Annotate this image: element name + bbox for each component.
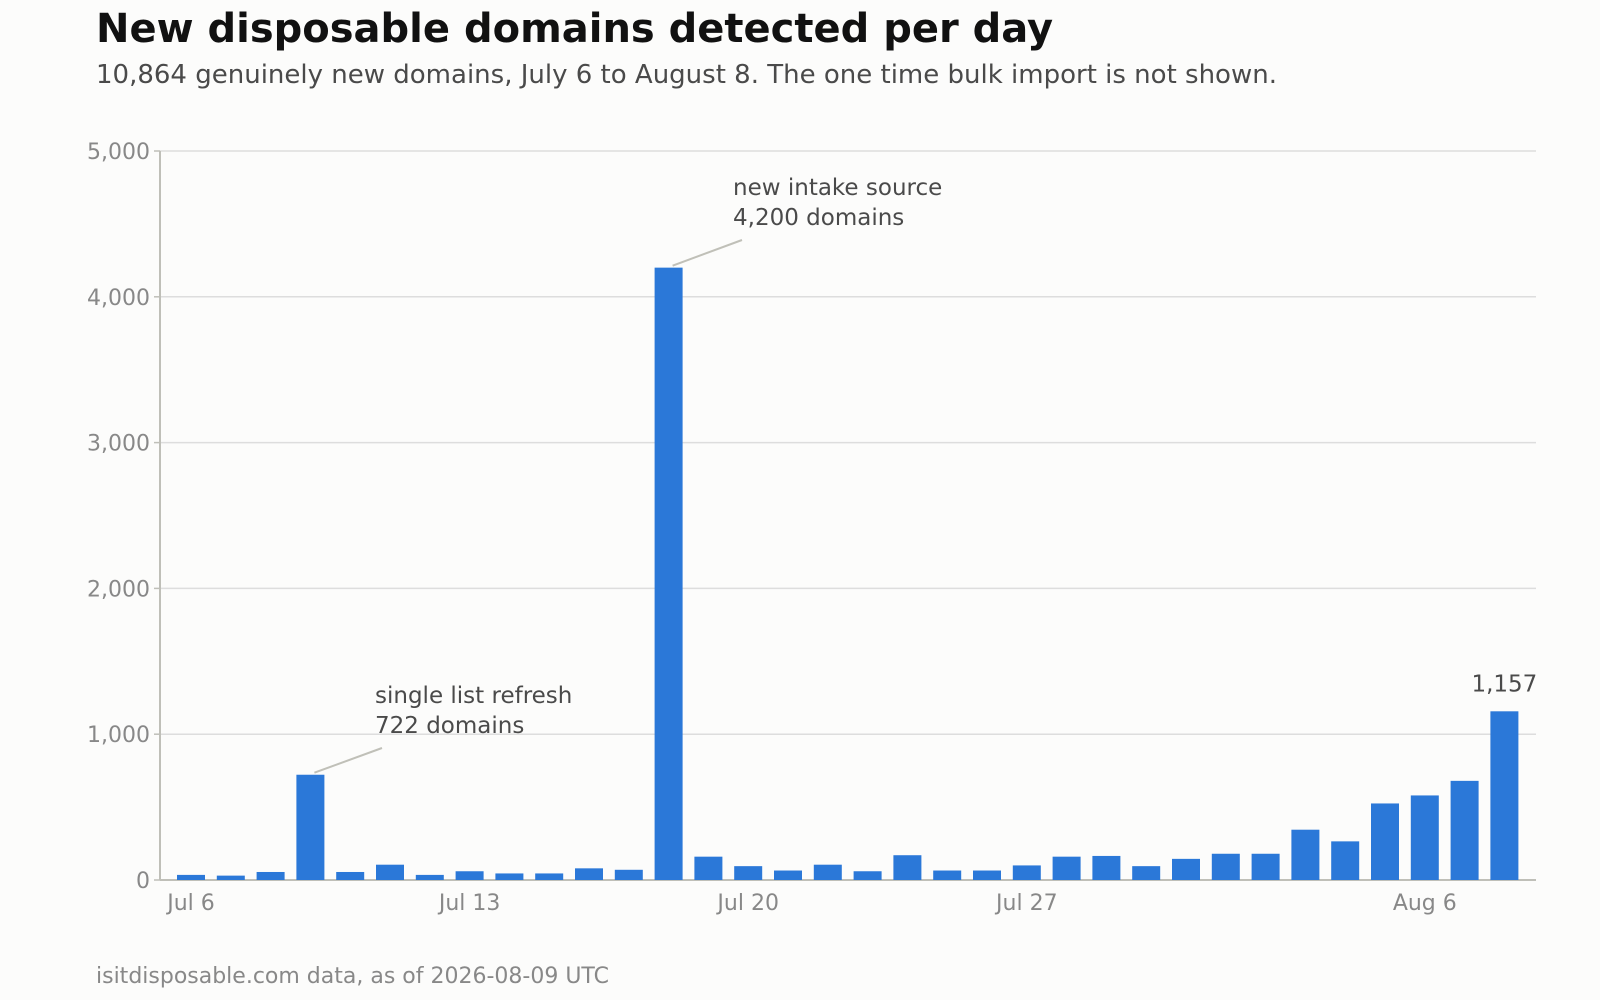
annotation-leader-line [314,747,383,774]
y-tick-label: 4,000 [87,286,150,311]
bar-jul-17 [614,869,643,880]
y-tick-label: 2,000 [87,577,150,602]
bar-jul-23 [853,871,882,880]
bars [177,267,1519,880]
bar-aug-1 [1211,853,1240,880]
x-tick-label: Jul 13 [437,891,501,916]
labels: 0 1,000 2,000 3,000 4,000 5,000 Jul 6 Jul 13 Jul… [87,140,1537,916]
x-tick-label: Jul 27 [994,891,1058,916]
y-tick-label: 5,000 [87,140,150,165]
bar-jul-9 [296,774,325,880]
bar-jul-29 [1092,855,1121,880]
bar-jul-22 [813,864,842,880]
bar-jul-16 [575,868,603,880]
bar-jul-25 [933,870,962,880]
bar-jul-27 [1012,865,1041,880]
bar-aug-6 [1410,795,1439,880]
bar-aug-5 [1371,803,1399,880]
annotation-text: new intake source [733,175,942,201]
source-note: isitdisposable.com data, as of 2026-08-0… [96,964,609,989]
bar-jul-21 [774,870,802,880]
bar-jul-28 [1052,856,1081,880]
bar-aug-7 [1450,780,1479,880]
bar-jul-14 [495,873,524,880]
x-tick-label: Jul 20 [715,891,779,916]
bar-jul-20 [734,866,763,880]
bar-jul-18 [654,267,683,880]
bar-aug-8 [1490,711,1519,880]
bar-jul-31 [1172,858,1200,880]
bar-jul-10 [336,871,365,880]
bar-aug-4 [1331,841,1360,880]
bar-jul-13 [455,871,484,880]
bar-chart: 0 1,000 2,000 3,000 4,000 5,000 Jul 6 Jul 13 Jul… [87,140,1537,916]
annotation-leader-line [672,239,743,267]
x-tick-label: Aug 6 [1393,891,1457,916]
bar-jul-8 [256,871,285,880]
y-tick-label: 0 [136,869,150,894]
bar-jul-12 [415,874,444,880]
bar-jul-15 [535,873,564,880]
chart-subtitle: 10,864 genuinely new domains, July 6 to … [96,60,1277,90]
bar-jul-6 [177,874,205,880]
gridlines [160,150,1536,735]
bar-jul-30 [1132,866,1161,880]
bar-aug-2 [1251,853,1280,880]
chart-title: New disposable domains detected per day [96,6,1054,52]
y-tick-label: 1,000 [87,723,150,748]
annotation-text: 722 domains [375,713,524,739]
bar-jul-11 [376,864,404,880]
bar-aug-3 [1291,829,1320,880]
bar-jul-24 [893,855,922,880]
bar-jul-19 [694,856,723,880]
x-tick-label: Jul 6 [165,891,215,916]
annotation-text: single list refresh [375,683,572,709]
annotation-text: 4,200 domains [733,205,904,231]
bar-jul-7 [216,875,245,880]
axes [154,150,1536,881]
bar-jul-26 [973,870,1001,880]
y-tick-label: 3,000 [87,432,150,457]
bar-value-label: 1,157 [1471,671,1537,697]
